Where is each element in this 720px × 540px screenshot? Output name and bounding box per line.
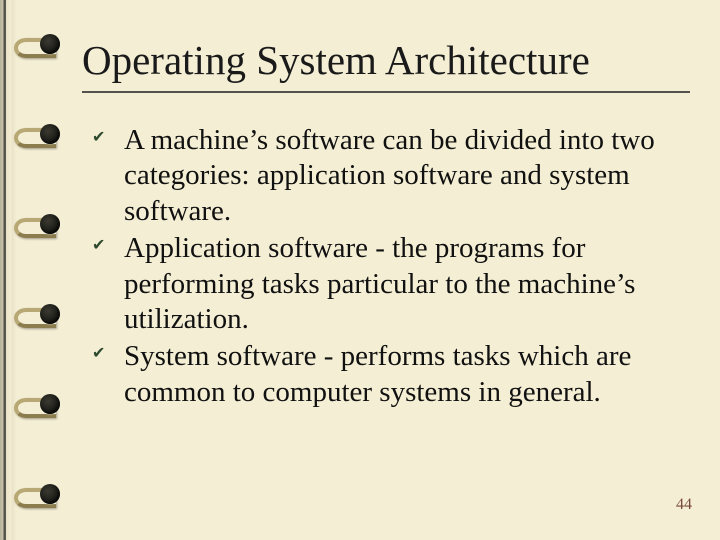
checkmark-icon: ✔ bbox=[92, 345, 110, 363]
slide-content: Operating System Architecture ✔ A machin… bbox=[82, 38, 690, 412]
binder-ring-icon bbox=[14, 120, 58, 148]
binder-ring-icon bbox=[14, 300, 58, 328]
checkmark-icon: ✔ bbox=[92, 129, 110, 147]
binder-ring-icon bbox=[14, 30, 58, 58]
slide-title: Operating System Architecture bbox=[82, 38, 690, 83]
bullet-text: Application software - the programs for … bbox=[124, 232, 635, 335]
binder-ring-icon bbox=[14, 210, 58, 238]
checkmark-icon: ✔ bbox=[92, 237, 110, 255]
spiral-binding bbox=[0, 0, 58, 540]
bullet-text: A machine’s software can be divided into… bbox=[124, 124, 655, 227]
binder-ring-icon bbox=[14, 480, 58, 508]
page-number: 44 bbox=[676, 496, 692, 514]
bullet-item: ✔ Application software - the programs fo… bbox=[92, 231, 690, 337]
bullet-item: ✔ A machine’s software can be divided in… bbox=[92, 123, 690, 229]
binder-ring-icon bbox=[14, 390, 58, 418]
bullet-list: ✔ A machine’s software can be divided in… bbox=[82, 123, 690, 410]
slide: Operating System Architecture ✔ A machin… bbox=[0, 0, 720, 540]
bullet-text: System software - performs tasks which a… bbox=[124, 340, 631, 407]
bullet-item: ✔ System software - performs tasks which… bbox=[92, 339, 690, 410]
title-rule bbox=[82, 91, 690, 93]
